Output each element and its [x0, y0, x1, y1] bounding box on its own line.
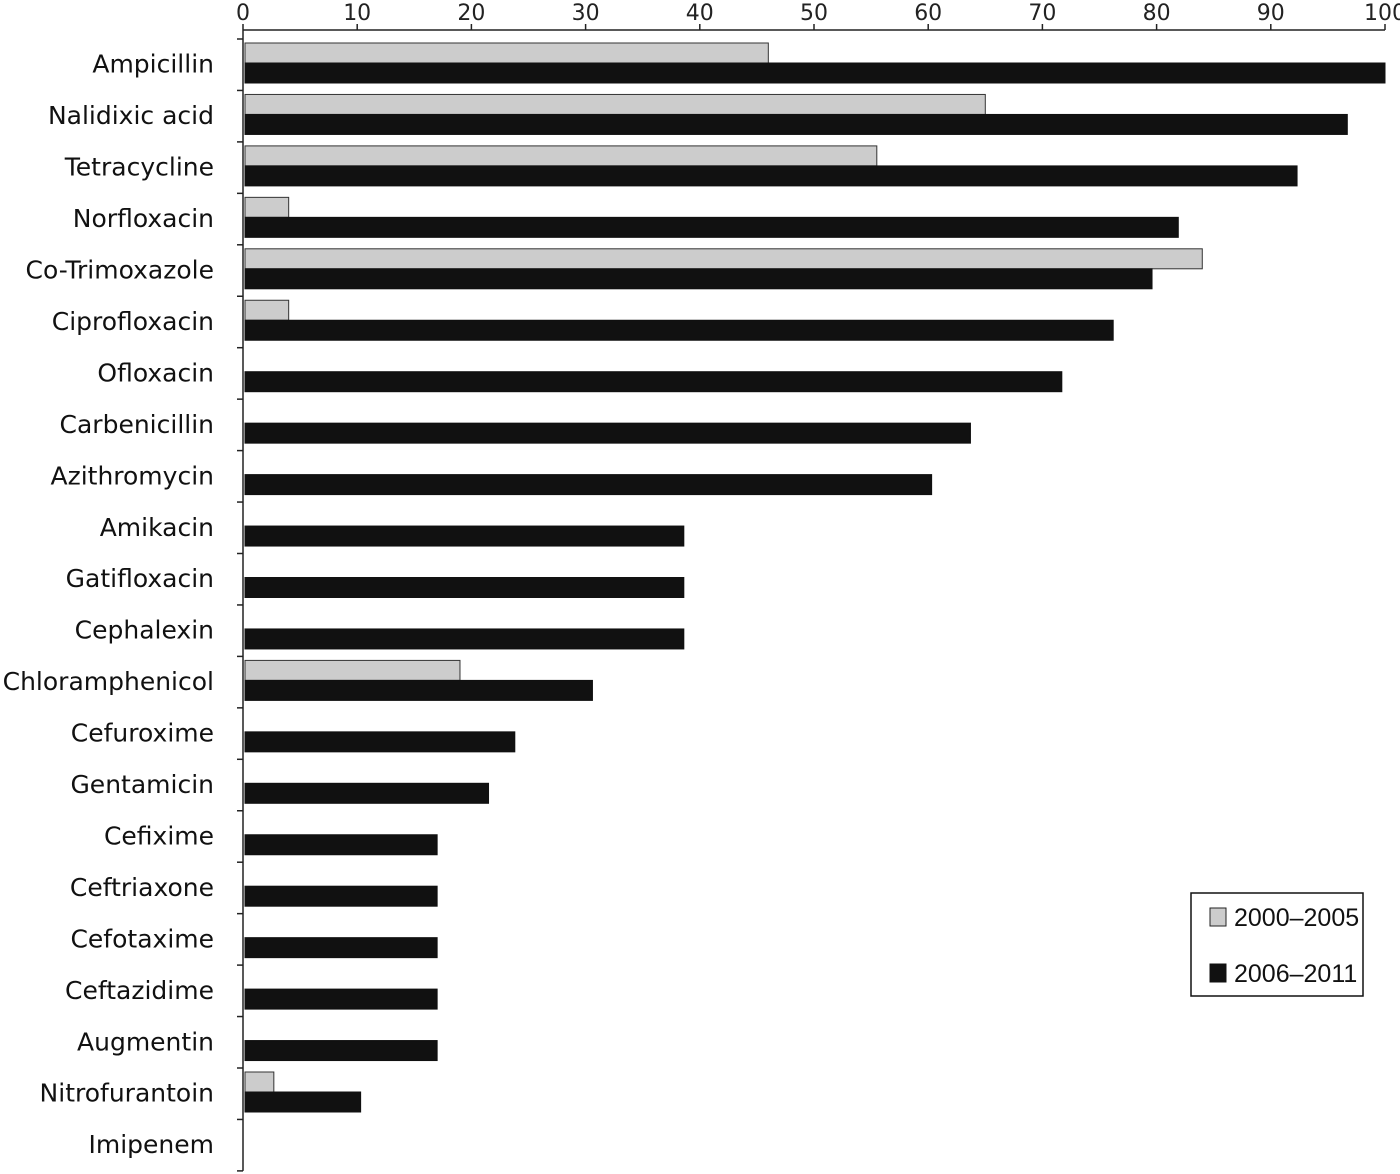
bar-2000-2005	[244, 299, 290, 321]
bar-2006-2011	[244, 731, 516, 753]
category-label-layer: Ampicillin Nalidixic acid Tetracycline Norf…	[3, 50, 214, 1159]
legend-swatch-1	[1209, 963, 1227, 983]
category-label: Tetracycline	[64, 153, 214, 182]
bar-2006-2011	[244, 216, 1179, 238]
category-label: Ofloxacin	[97, 358, 214, 387]
legend-label-0: 2000–2005	[1234, 904, 1359, 932]
bar-2006-2011	[244, 937, 438, 959]
bar-2006-2011	[244, 1040, 438, 1062]
category-label: Ceftazidime	[65, 976, 214, 1005]
category-label: Nalidixic acid	[48, 101, 214, 130]
x-tick-label: 60	[914, 1, 942, 26]
bar-2006-2011	[244, 679, 593, 701]
category-label: Azithromycin	[50, 461, 214, 490]
bar-2000-2005	[244, 659, 461, 681]
category-label: Amikacin	[100, 513, 214, 542]
legend-label-1: 2006–2011	[1234, 960, 1357, 988]
x-tick-label: 10	[343, 1, 371, 26]
category-label: Co-Trimoxazole	[25, 256, 214, 285]
x-tick-label: 90	[1257, 1, 1285, 26]
bar-2006-2011	[244, 62, 1386, 84]
bar-2000-2005	[244, 248, 1203, 270]
x-tick-label: 20	[457, 1, 485, 26]
bar-2006-2011	[244, 268, 1153, 290]
bar-2006-2011	[244, 834, 438, 856]
bar-layer	[244, 42, 1386, 1113]
bar-2006-2011	[244, 885, 438, 907]
bar-2006-2011	[244, 782, 490, 804]
category-label: Cefuroxime	[71, 719, 214, 748]
category-label: Ciprofloxacin	[52, 307, 214, 336]
bar-2000-2005	[244, 1071, 275, 1093]
bar-2006-2011	[244, 319, 1114, 341]
legend: 2000–2005 2006–2011	[1190, 892, 1364, 997]
category-label: Gatifloxacin	[66, 564, 214, 593]
x-tick-label: 40	[686, 1, 714, 26]
category-label: Imipenem	[88, 1130, 214, 1159]
category-label: Cefixime	[104, 821, 214, 850]
bar-2006-2011	[244, 577, 685, 598]
x-tick-label: 50	[800, 1, 828, 26]
bar-2000-2005	[244, 196, 290, 218]
category-label: Norfloxacin	[73, 204, 214, 233]
category-label: Augmentin	[77, 1027, 214, 1056]
category-label: Cefotaxime	[70, 924, 214, 953]
legend-swatch-0	[1209, 907, 1227, 927]
x-tick-label: 30	[572, 1, 600, 26]
category-label: Nitrofurantoin	[40, 1079, 214, 1108]
x-tick-label: 100	[1364, 1, 1400, 26]
bar-2006-2011	[244, 988, 438, 1010]
category-label: Gentamicin	[70, 770, 214, 799]
x-tick-label: 70	[1028, 1, 1056, 26]
bar-2000-2005	[244, 145, 878, 167]
bar-2006-2011	[244, 165, 1298, 187]
bar-2006-2011	[244, 1091, 362, 1113]
bar-2006-2011	[244, 422, 971, 444]
category-label: Ampicillin	[92, 50, 214, 79]
bar-2000-2005	[244, 93, 986, 115]
category-label: Carbenicillin	[60, 410, 214, 439]
category-label: Cephalexin	[75, 616, 214, 645]
bar-2006-2011	[244, 474, 933, 496]
bar-2006-2011	[244, 525, 685, 547]
x-tick-label: 0	[236, 1, 250, 26]
x-tick-label: 80	[1143, 1, 1171, 26]
bar-2006-2011	[244, 371, 1063, 393]
bar-2006-2011	[244, 628, 685, 650]
axis-layer: 0 10 20 30 40 50 60 70 80 90 100	[236, 1, 1400, 1172]
bar-2000-2005	[244, 42, 769, 64]
category-label: Ceftriaxone	[70, 873, 214, 902]
category-label: Chloramphenicol	[3, 667, 214, 696]
bar-2006-2011	[244, 113, 1348, 135]
